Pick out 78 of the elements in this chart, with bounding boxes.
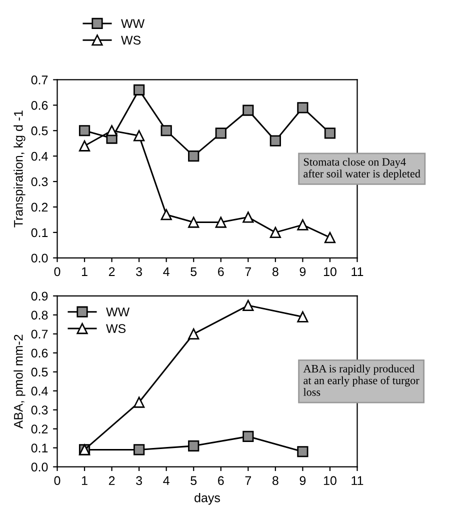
point: [106, 125, 118, 136]
y-tick-label: 0.5: [31, 126, 48, 136]
x-tick-label: 1: [82, 267, 88, 276]
y-tick-label: 0.1: [31, 228, 48, 238]
annotation: Stomata close on Day4 after soil water is depleted: [304, 158, 420, 180]
x-tick-label: 2: [108, 476, 115, 485]
point: [188, 150, 200, 162]
y-tick-label: 0.7: [31, 76, 48, 84]
y-tick-label: 0.8: [31, 310, 48, 320]
point: [242, 300, 254, 311]
point: [188, 440, 200, 452]
point: [297, 102, 308, 114]
y-tick-label: 0.2: [31, 202, 48, 212]
point: [134, 444, 145, 456]
point: [242, 430, 254, 442]
x-tick-label: 6: [218, 476, 224, 486]
point: [188, 216, 200, 228]
x-tick-label: 1: [82, 476, 88, 485]
point: [160, 125, 172, 136]
legend-label: WW: [121, 19, 145, 28]
point: [160, 209, 172, 220]
legend-label: WW: [106, 308, 130, 316]
legend-label: WS: [106, 324, 126, 334]
point: [297, 446, 308, 458]
x-tick-label: 0: [54, 267, 60, 276]
y-tick-label: 0.7: [31, 330, 48, 339]
point: [270, 135, 281, 146]
x-tick-label: 9: [300, 476, 306, 486]
x-tick-label: 9: [300, 267, 306, 276]
point: [215, 216, 226, 228]
y-tick-label: 0.0: [31, 254, 48, 263]
x-tick-label: 11: [352, 476, 364, 485]
point: [324, 232, 336, 244]
x-tick-label: 7: [245, 476, 251, 485]
annotation: ABA is rapidly produced at an early phase of turgor loss: [303, 364, 420, 396]
point: [270, 226, 281, 238]
x-tick-label: 11: [352, 267, 364, 276]
x-tick-label: 6: [218, 267, 224, 276]
x-tick-label: 2: [108, 267, 115, 276]
point: [297, 311, 308, 322]
point: [78, 140, 90, 152]
x-tick-label: 4: [163, 267, 170, 276]
y-tick-label: 0.5: [31, 368, 48, 377]
y-axis-title: ABA, pmol mm-2: [14, 334, 26, 429]
x-tick-label: 5: [190, 476, 197, 486]
x-tick-label: 10: [324, 267, 336, 276]
point: [324, 128, 336, 139]
x-tick-label: 3: [136, 267, 142, 276]
y-tick-label: 0.3: [31, 406, 48, 415]
x-tick-label: 8: [272, 476, 278, 486]
y-axis-title: Transpiration, kg d -1: [14, 110, 26, 228]
point: [297, 219, 308, 230]
x-axis-title: days: [194, 493, 220, 505]
x-tick-label: 7: [245, 267, 251, 276]
point: [188, 328, 200, 340]
y-tick-label: 0.3: [31, 177, 48, 186]
x-tick-label: 5: [190, 267, 197, 276]
y-tick-label: 0.4: [31, 386, 48, 396]
y-tick-label: 0.1: [31, 444, 48, 452]
y-tick-label: 0.9: [31, 292, 48, 301]
x-tick-label: 10: [324, 476, 336, 486]
x-tick-label: 0: [54, 476, 60, 486]
point: [134, 130, 145, 142]
x-tick-label: 8: [272, 267, 278, 276]
y-tick-label: 0.4: [31, 152, 48, 161]
y-tick-label: 0.0: [31, 462, 48, 472]
point: [215, 128, 226, 139]
y-tick-label: 0.6: [31, 348, 48, 358]
point: [242, 212, 254, 223]
legend-label: WS: [121, 36, 141, 45]
y-tick-label: 0.2: [31, 424, 48, 434]
point: [134, 84, 145, 96]
point: [78, 125, 90, 136]
point: [242, 104, 254, 116]
x-tick-label: 3: [136, 476, 142, 486]
y-tick-label: 0.6: [31, 100, 48, 110]
x-tick-label: 4: [163, 476, 170, 485]
point: [134, 396, 145, 408]
